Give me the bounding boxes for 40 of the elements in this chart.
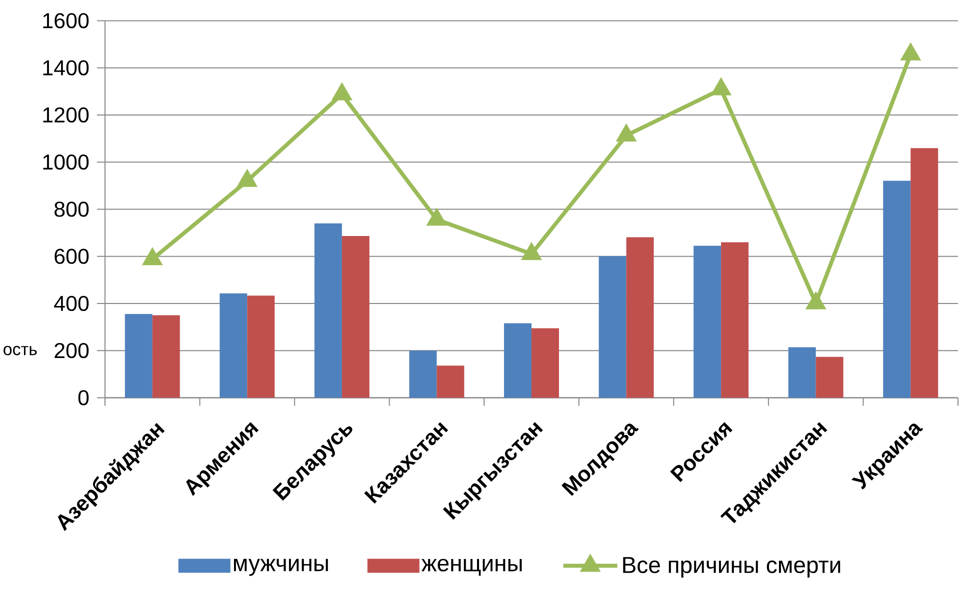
point <box>616 123 637 142</box>
y-tick-label: 1200 <box>43 107 89 123</box>
bar <box>721 242 749 398</box>
y-tick-label: 1400 <box>43 60 89 76</box>
y-tick-label: 600 <box>54 248 89 264</box>
point <box>710 77 732 96</box>
bar <box>694 246 722 398</box>
y-axis-title: ость <box>4 346 37 356</box>
bar <box>626 237 654 398</box>
bar <box>124 314 152 398</box>
bar <box>883 180 911 398</box>
point <box>805 291 826 310</box>
point <box>236 168 258 187</box>
bar <box>220 293 248 398</box>
bar <box>598 256 626 398</box>
bar <box>532 328 559 398</box>
bar <box>152 315 180 398</box>
bar <box>247 296 275 398</box>
y-tick-label: 1000 <box>43 154 89 170</box>
point <box>900 42 922 60</box>
point <box>331 82 352 100</box>
bar <box>504 323 532 398</box>
y-tick-label: 400 <box>54 296 89 312</box>
bar <box>342 236 370 398</box>
y-tick-label: 800 <box>54 202 89 217</box>
legend-label: Все причины смерти <box>623 557 840 578</box>
bar <box>436 366 464 398</box>
y-tick-label: 0 <box>78 390 89 406</box>
bar <box>788 347 816 398</box>
bar <box>910 148 938 398</box>
y-tick-label: 200 <box>54 342 89 358</box>
bar <box>409 350 437 398</box>
bar <box>314 223 342 398</box>
legend-label: мужчины <box>234 558 328 576</box>
point <box>521 242 542 260</box>
point <box>142 247 163 266</box>
point <box>426 208 448 226</box>
y-tick-label: 1600 <box>43 13 89 28</box>
bar <box>816 356 844 398</box>
legend-label: женщины <box>422 558 522 576</box>
